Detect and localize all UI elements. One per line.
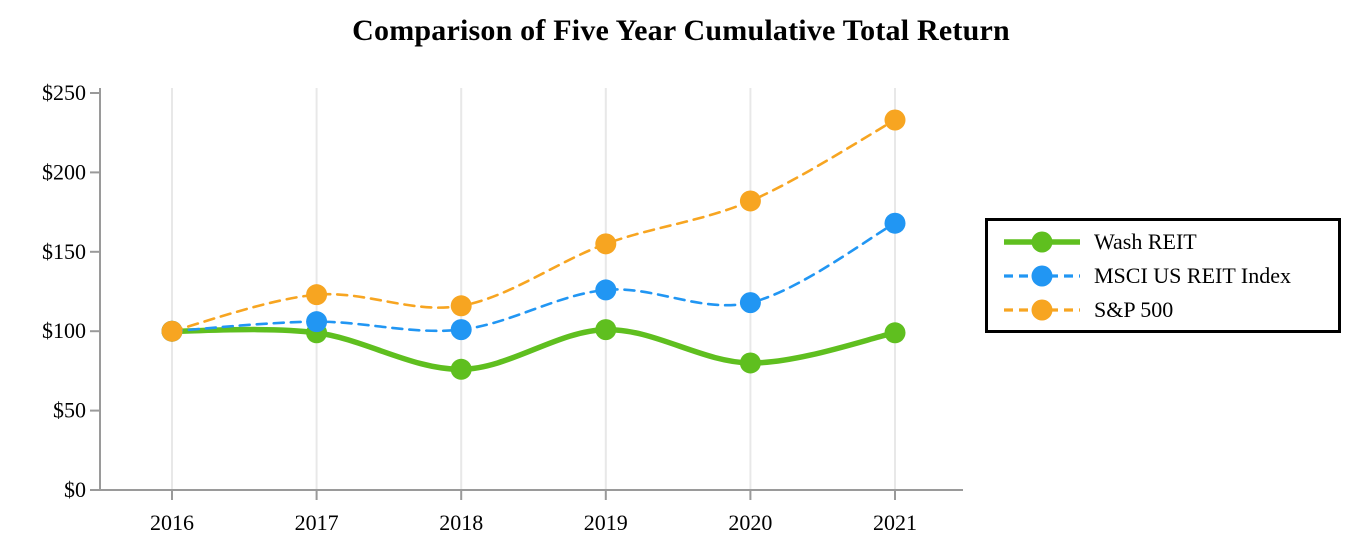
y-tick-label-200: $200 [42, 159, 86, 184]
legend-swatch-s-p-500-icon [1004, 299, 1080, 320]
point-s-p-500-2017 [306, 284, 328, 306]
y-tick-label-100: $100 [42, 318, 86, 343]
x-tick-label-2020: 2020 [728, 510, 772, 535]
point-s-p-500-2021 [884, 109, 906, 131]
y-tick-label-250: $250 [42, 80, 86, 105]
series-line-wash-reit [169, 326, 898, 373]
point-msci-us-reit-index-2020 [739, 292, 761, 314]
y-tick-label-0: $0 [64, 477, 86, 502]
point-s-p-500-2016 [161, 320, 183, 342]
point-s-p-500-2018 [450, 295, 472, 317]
legend: Wash REIT MSCI US REIT Index S&P 500 [985, 218, 1341, 333]
y-tick-label-150: $150 [42, 239, 86, 264]
legend-marker-wash-reit [1031, 231, 1053, 252]
x-tick-label-2019: 2019 [584, 510, 628, 535]
point-wash-reit-2020 [739, 352, 761, 374]
x-tick-label-2021: 2021 [873, 510, 917, 535]
point-s-p-500-2020 [739, 190, 761, 212]
point-msci-us-reit-index-2018 [450, 319, 472, 341]
point-msci-us-reit-index-2017 [306, 311, 328, 333]
point-wash-reit-2019 [595, 319, 617, 341]
y-tick-label-50: $50 [53, 398, 86, 423]
point-s-p-500-2019 [595, 233, 617, 255]
series-line-s-p-500 [170, 118, 897, 333]
point-msci-us-reit-index-2021 [884, 212, 906, 234]
series-line-msci-us-reit-index [170, 221, 897, 333]
legend-label-wash-reit: Wash REIT [1094, 228, 1197, 254]
legend-label-s-p-500: S&P 500 [1094, 296, 1174, 322]
x-tick-label-2016: 2016 [150, 510, 194, 535]
legend-item-s-p-500: S&P 500 [1002, 294, 1338, 326]
x-tick-label-2018: 2018 [439, 510, 483, 535]
legend-marker-s-p-500 [1031, 299, 1053, 320]
legend-item-wash-reit: Wash REIT [1002, 226, 1338, 258]
legend-swatch-wash-reit-icon [1004, 231, 1080, 252]
x-tick-label-2017: 2017 [295, 510, 339, 535]
legend-item-msci-us-reit-index: MSCI US REIT Index [1002, 260, 1338, 292]
legend-label-msci-us-reit-index: MSCI US REIT Index [1094, 262, 1291, 288]
chart-title: Comparison of Five Year Cumulative Total… [352, 14, 1010, 47]
legend-marker-msci-us-reit-index [1031, 265, 1053, 286]
point-wash-reit-2021 [884, 322, 906, 344]
point-msci-us-reit-index-2019 [595, 279, 617, 301]
legend-swatch-msci-us-reit-index-icon [1004, 265, 1080, 286]
point-wash-reit-2018 [450, 358, 472, 380]
